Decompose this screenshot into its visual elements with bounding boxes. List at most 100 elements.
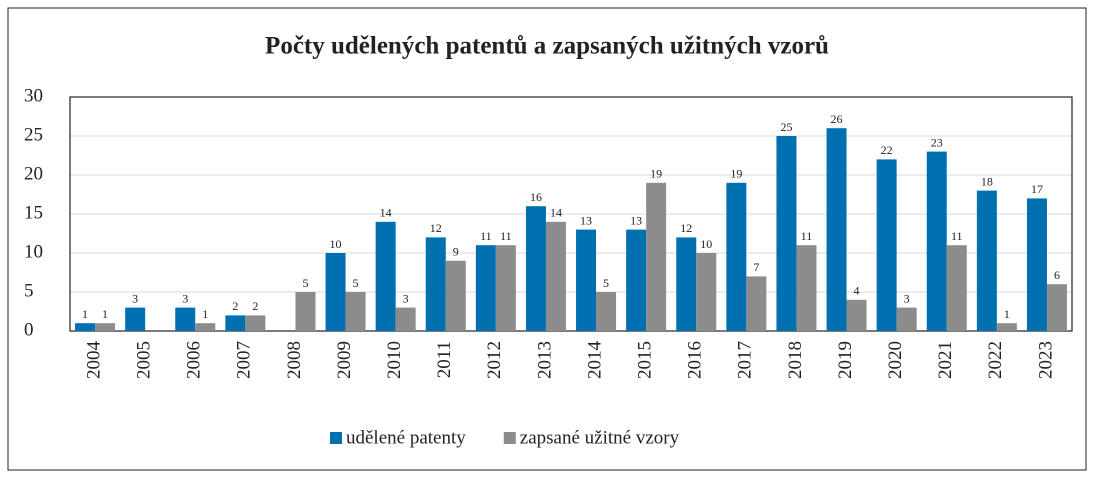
y-tick-label: 25 — [24, 124, 43, 145]
x-tick-label: 2014 — [584, 341, 605, 380]
bar — [495, 245, 516, 331]
x-tick-label: 2008 — [284, 341, 305, 379]
y-tick-label: 20 — [24, 163, 43, 184]
bar — [475, 245, 496, 331]
data-label: 11 — [801, 229, 813, 243]
bar — [826, 128, 847, 331]
bar — [776, 136, 797, 331]
bar — [425, 237, 446, 331]
data-label: 16 — [530, 190, 542, 204]
data-label: 25 — [780, 120, 792, 134]
x-tick-label: 2020 — [885, 341, 906, 379]
bar — [525, 206, 546, 331]
bar — [95, 323, 116, 331]
bar — [576, 229, 597, 331]
bar — [225, 315, 246, 331]
x-tick-label: 2007 — [234, 341, 255, 379]
data-label: 14 — [380, 206, 392, 220]
data-label: 3 — [904, 291, 910, 305]
x-tick-label: 2012 — [484, 341, 505, 379]
x-tick-label: 2009 — [334, 341, 355, 379]
bar — [896, 307, 917, 331]
chart-title: Počty udělených patentů a zapsaných užit… — [265, 33, 829, 60]
data-label: 13 — [630, 213, 642, 227]
data-label: 18 — [981, 174, 993, 188]
x-tick-label: 2023 — [1035, 341, 1056, 379]
data-label: 11 — [500, 229, 512, 243]
data-label: 9 — [453, 245, 459, 259]
x-tick-label: 2004 — [83, 341, 104, 380]
legend-label: zapsané užitné vzory — [520, 427, 680, 448]
x-tick-label: 2010 — [384, 341, 405, 379]
bar — [175, 307, 196, 331]
y-tick-label: 30 — [24, 85, 43, 106]
data-label: 11 — [480, 229, 492, 243]
data-label: 3 — [403, 291, 409, 305]
bar — [676, 237, 697, 331]
data-label: 3 — [132, 291, 138, 305]
bar — [445, 260, 466, 331]
data-label: 10 — [700, 237, 712, 251]
data-label: 7 — [753, 260, 759, 274]
x-tick-label: 2017 — [735, 341, 756, 379]
data-label: 1 — [202, 307, 208, 321]
bar — [1026, 198, 1047, 331]
data-label: 11 — [951, 229, 963, 243]
bar — [876, 159, 897, 331]
y-tick-label: 15 — [24, 202, 43, 223]
data-label: 19 — [650, 167, 662, 181]
data-label: 5 — [603, 276, 609, 290]
data-label: 5 — [302, 276, 308, 290]
data-label: 1 — [102, 307, 108, 321]
data-label: 26 — [831, 112, 843, 126]
y-tick-label: 5 — [24, 280, 34, 301]
x-tick-label: 2006 — [184, 341, 205, 379]
bar — [996, 323, 1017, 331]
bar — [946, 245, 967, 331]
x-tick-label: 2018 — [785, 341, 806, 379]
data-label: 2 — [252, 299, 258, 313]
bar — [1046, 284, 1067, 331]
bar — [626, 229, 647, 331]
bar — [295, 292, 316, 331]
bar — [926, 151, 947, 331]
plot-frame — [69, 96, 1073, 332]
bar — [596, 292, 617, 331]
bar — [245, 315, 266, 331]
bar — [846, 299, 867, 331]
x-tick-label: 2022 — [985, 341, 1006, 379]
data-label: 12 — [680, 221, 692, 235]
data-label: 14 — [550, 206, 562, 220]
data-label: 13 — [580, 213, 592, 227]
data-label: 19 — [730, 167, 742, 181]
legend-swatch — [503, 432, 516, 444]
data-label: 4 — [854, 284, 860, 298]
legend-swatch — [330, 432, 342, 444]
legend-label: udělené patenty — [346, 427, 466, 448]
data-label: 1 — [1004, 307, 1010, 321]
bar — [375, 221, 396, 331]
bar — [545, 221, 566, 331]
bar — [345, 292, 366, 331]
x-tick-label: 2016 — [685, 341, 706, 379]
data-label: 3 — [182, 291, 188, 305]
data-label: 23 — [931, 135, 943, 149]
bar — [726, 182, 747, 331]
y-tick-label: 0 — [24, 319, 34, 340]
bar — [746, 276, 767, 331]
bar — [325, 253, 346, 331]
data-label: 2 — [232, 299, 238, 313]
data-label: 17 — [1031, 182, 1043, 196]
x-tick-label: 2019 — [835, 341, 856, 379]
x-tick-label: 2011 — [434, 341, 455, 378]
bar — [195, 323, 216, 331]
bar — [796, 245, 817, 331]
data-label: 1 — [82, 307, 88, 321]
bar — [696, 253, 717, 331]
data-label: 10 — [330, 237, 342, 251]
data-label: 12 — [430, 221, 442, 235]
x-tick-label: 2013 — [534, 341, 555, 379]
x-tick-label: 2005 — [134, 341, 155, 379]
x-tick-label: 2015 — [635, 341, 656, 379]
